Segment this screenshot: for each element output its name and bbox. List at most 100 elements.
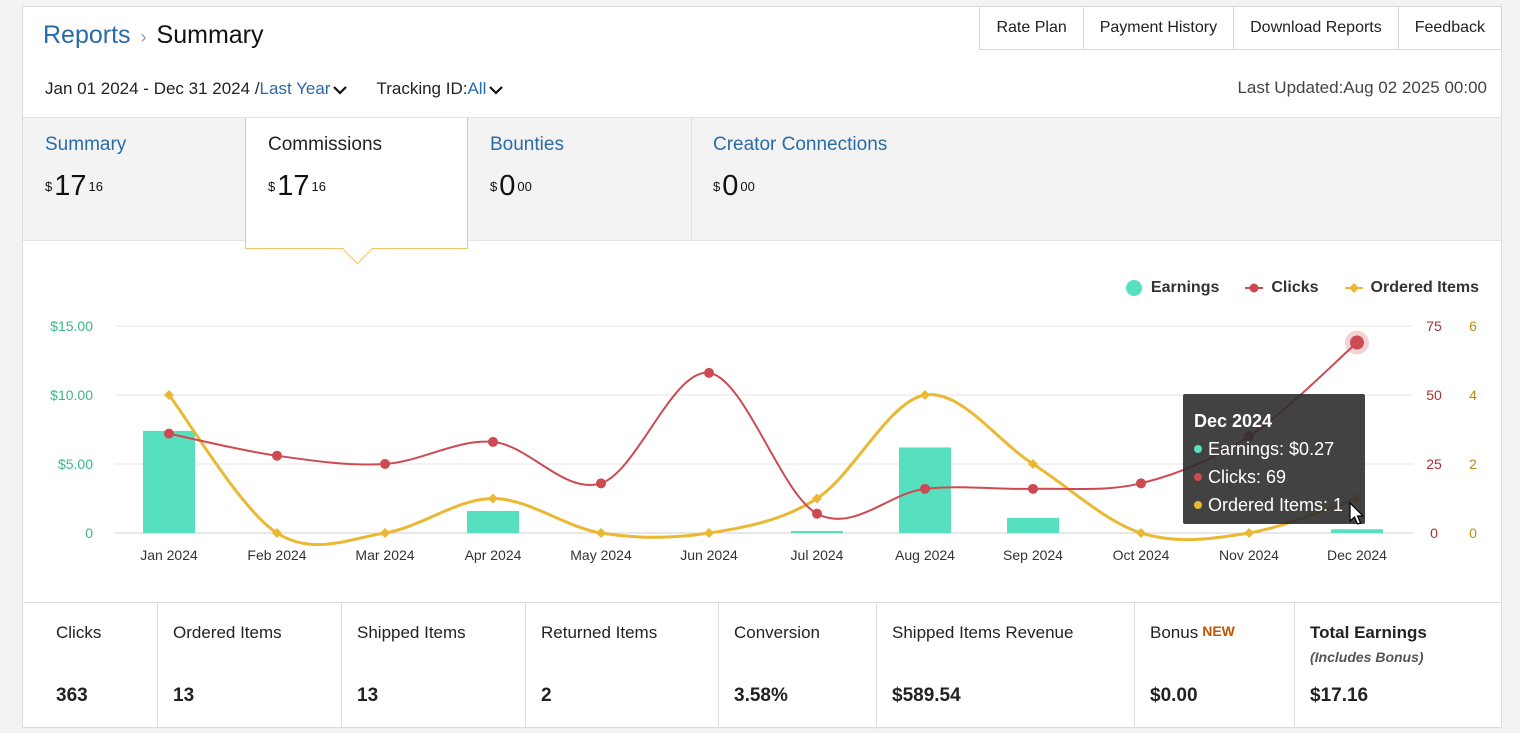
last-updated-timestamp: Last Updated:Aug 02 2025 00:00 <box>1237 78 1487 97</box>
download-reports-button[interactable]: Download Reports <box>1233 6 1399 50</box>
top-action-bar: Rate Plan Payment History Download Repor… <box>979 6 1502 50</box>
ordered-items-point <box>164 390 174 400</box>
tab-label: Creator Connections <box>713 134 888 155</box>
amount-whole: 17 <box>277 170 310 202</box>
payment-history-button[interactable]: Payment History <box>1082 6 1235 50</box>
ordered-items-dot-icon <box>1194 501 1202 509</box>
tooltip-row-clicks: Clicks: 69 <box>1194 463 1354 491</box>
amount-fraction: 00 <box>740 179 755 194</box>
x-axis-label: Nov 2024 <box>1219 547 1279 563</box>
ordered-items-point <box>920 390 930 400</box>
date-range-dropdown[interactable]: Last Year <box>260 79 349 99</box>
breadcrumb-separator: › <box>140 27 147 47</box>
stat-value: $0.00 <box>1150 685 1198 706</box>
tab-amount: $ 17 16 <box>45 170 245 202</box>
earnings-legend-icon <box>1125 280 1142 296</box>
x-axis-label: May 2024 <box>570 547 632 563</box>
right-axis-tick: 0 <box>1469 525 1477 541</box>
mouse-pointer-icon <box>1349 502 1365 525</box>
earnings-bar <box>1007 517 1059 533</box>
stat-value: 13 <box>357 685 379 706</box>
clicks-point <box>1028 483 1038 494</box>
tab-label: Bounties <box>490 134 564 155</box>
x-axis-label: Jul 2024 <box>791 547 844 563</box>
tab-creator-connections[interactable]: Creator Connections $ 0 00 <box>691 118 951 241</box>
stat-bonus: Bonus NEW $0.00 <box>1134 603 1294 729</box>
breadcrumb-reports-link[interactable]: Reports <box>43 21 131 49</box>
clicks-point <box>1136 478 1146 489</box>
x-axis-label: Jun 2024 <box>680 547 738 563</box>
right-axis-tick: 0 <box>1430 525 1438 541</box>
chevron-down-icon <box>333 85 348 95</box>
feedback-button[interactable]: Feedback <box>1397 6 1502 50</box>
clicks-point <box>1350 335 1364 350</box>
left-axis-tick: 0 <box>85 525 93 541</box>
earnings-bar <box>143 430 195 533</box>
legend-label: Earnings <box>1150 279 1220 296</box>
stat-label: Bonus <box>1150 623 1199 642</box>
date-range-label: Jan 01 2024 - Dec 31 2024 / <box>45 79 260 98</box>
x-axis-label: Apr 2024 <box>465 547 522 563</box>
x-axis-label: Jan 2024 <box>140 547 198 563</box>
stat-value: 2 <box>541 685 552 706</box>
ordered-items-point <box>380 528 390 538</box>
x-axis-label: Oct 2024 <box>1113 547 1170 563</box>
stat-total-earnings: Total Earnings (Includes Bonus) $17.16 <box>1294 603 1501 729</box>
currency-symbol: $ <box>45 179 53 194</box>
stat-value: 13 <box>173 685 195 706</box>
legend-earnings[interactable]: Earnings <box>1125 279 1219 297</box>
tracking-id-value: All <box>467 79 487 98</box>
earnings-bar <box>467 510 519 533</box>
clicks-point <box>596 478 606 489</box>
clicks-point <box>272 450 282 461</box>
stat-conversion: Conversion 3.58% <box>718 603 876 729</box>
date-range-value: Last Year <box>259 79 331 98</box>
reports-panel: Reports › Summary Rate Plan Payment Hist… <box>22 6 1502 729</box>
tooltip-title: Dec 2024 <box>1194 411 1273 431</box>
stat-ordered-items: Ordered Items 13 <box>157 603 341 729</box>
stat-label: Shipped Items Revenue <box>892 623 1074 642</box>
rate-plan-button[interactable]: Rate Plan <box>979 6 1084 50</box>
amount-fraction: 16 <box>311 179 326 194</box>
stat-value: 363 <box>56 685 88 706</box>
ordered-items-point <box>1028 459 1038 469</box>
stat-label-row: Bonus NEW <box>1150 623 1294 643</box>
tab-summary[interactable]: Summary $ 17 16 <box>23 118 245 241</box>
x-axis-label: Feb 2024 <box>247 547 306 563</box>
right-axis-tick: 4 <box>1469 387 1477 403</box>
tab-amount: $ 17 16 <box>268 170 467 202</box>
stat-label: Conversion <box>734 623 820 642</box>
tooltip-row-earnings: Earnings: $0.27 <box>1194 435 1354 463</box>
amount-fraction: 00 <box>517 179 532 194</box>
earnings-bar <box>791 531 843 533</box>
stat-value: 3.58% <box>734 685 788 706</box>
ordered-items-point <box>488 493 498 504</box>
x-axis-label: Dec 2024 <box>1327 547 1387 563</box>
x-axis-label: Sep 2024 <box>1003 547 1063 563</box>
x-axis-label: Aug 2024 <box>895 547 955 563</box>
right-axis-tick: 50 <box>1426 387 1442 403</box>
legend-ordered-items[interactable]: Ordered Items <box>1344 279 1479 297</box>
tab-commissions[interactable]: Commissions $ 17 16 <box>245 118 468 249</box>
left-axis-tick: $15.00 <box>50 318 93 334</box>
legend-clicks[interactable]: Clicks <box>1245 279 1319 297</box>
clicks-legend-icon <box>1245 283 1264 293</box>
ordered-items-line <box>167 393 1358 547</box>
currency-symbol: $ <box>490 179 498 194</box>
stat-shipped-items: Shipped Items 13 <box>341 603 525 729</box>
summary-stats: Clicks 363 Ordered Items 13 Shipped Item… <box>23 602 1501 729</box>
tab-label: Summary <box>45 134 127 155</box>
chart-tooltip: Dec 2024 Earnings: $0.27 Clicks: 69 Orde… <box>1183 394 1365 524</box>
stat-label: Clicks <box>56 623 102 642</box>
earnings-bar <box>1331 529 1383 533</box>
tab-bounties[interactable]: Bounties $ 0 00 <box>468 118 691 241</box>
clicks-point <box>380 459 390 469</box>
tooltip-row-ordered-items: Ordered Items: 1 <box>1194 491 1354 519</box>
page-title: Summary <box>156 21 264 49</box>
tracking-id-dropdown[interactable]: All <box>467 79 504 99</box>
clicks-line <box>168 341 1358 520</box>
tooltip-text: Earnings: $0.27 <box>1208 439 1335 459</box>
right-axis-tick: 25 <box>1426 456 1442 472</box>
amount-whole: 0 <box>722 170 739 202</box>
amount-whole: 17 <box>54 170 87 202</box>
